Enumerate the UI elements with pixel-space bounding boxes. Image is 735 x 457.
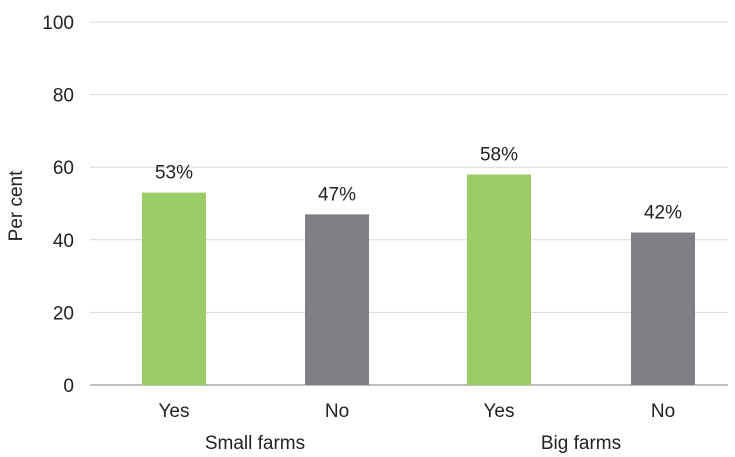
x-category-label: Yes [159, 401, 190, 422]
y-tick-label-20: 20 [53, 303, 74, 324]
y-tick-label-80: 80 [53, 86, 74, 107]
x-category-label: No [651, 401, 675, 422]
bar-small-farms-no [305, 214, 369, 385]
x-group-label: Big farms [541, 433, 621, 454]
y-axis-title: Per cent [6, 170, 27, 241]
data-label: 58% [480, 144, 518, 165]
x-category-label: No [325, 401, 349, 422]
x-category-label: Yes [484, 401, 515, 422]
bars [142, 174, 695, 385]
y-tick-label-40: 40 [53, 231, 74, 252]
data-label: 42% [644, 203, 682, 224]
x-group-label: Small farms [205, 433, 305, 454]
data-label: 47% [318, 184, 356, 205]
data-label: 53% [155, 163, 193, 184]
bar-small-farms-yes [142, 192, 206, 385]
bar-big-farms-no [631, 232, 695, 385]
y-tick-label-100: 100 [42, 13, 74, 34]
y-tick-label-0: 0 [63, 376, 74, 397]
y-tick-label-60: 60 [53, 158, 74, 179]
labels: 0 20 40 60 80 100 53% Yes 47% No Small farms 58% Yes… [42, 13, 682, 454]
bar-big-farms-yes [467, 174, 531, 385]
